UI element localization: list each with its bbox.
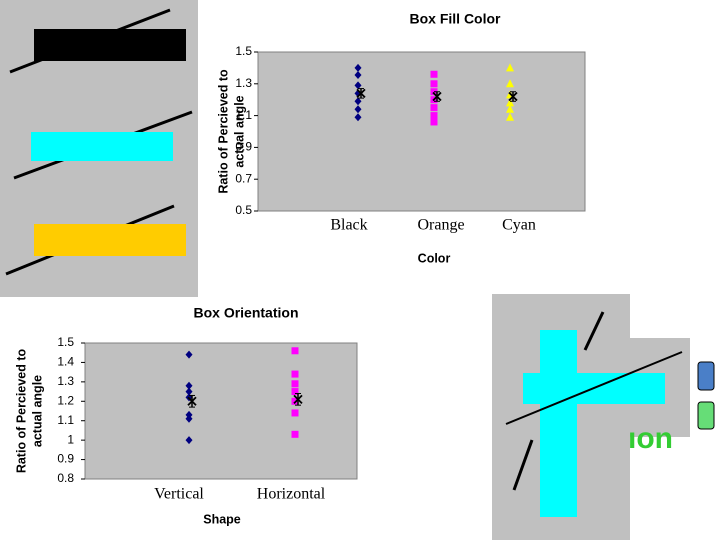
data-point: [291, 380, 299, 388]
data-point: [354, 81, 362, 90]
mean-marker: [187, 396, 197, 406]
y-tick-label: 1.1: [57, 413, 74, 427]
x-tick-label: Horizontal: [257, 486, 326, 503]
data-point: [291, 430, 299, 438]
x-tick-label: Orange: [417, 217, 464, 234]
y-tick-label: 0.9: [235, 140, 252, 154]
data-point: [506, 112, 514, 121]
x-axis-label: Color: [418, 251, 451, 265]
x-tick-label: Black: [330, 217, 367, 234]
mean-marker: [432, 91, 442, 102]
data-point: [430, 118, 438, 126]
y-axis-label: actual angle: [232, 95, 246, 167]
y-axis-label: Ratio of Percieved to: [14, 348, 28, 473]
data-point: [185, 381, 193, 390]
y-tick-label: 1.1: [235, 108, 252, 122]
data-point: [185, 414, 193, 423]
chart-title: Box Orientation: [193, 305, 298, 321]
data-point: [291, 347, 299, 355]
data-point: [354, 105, 362, 114]
decor-box: [31, 132, 173, 161]
decor-fragment: ıon: [628, 422, 673, 455]
mean-marker: [293, 394, 303, 404]
y-tick-label: 1.5: [57, 335, 74, 349]
decor-box: [34, 224, 186, 256]
data-point: [354, 63, 362, 72]
chart-title: Box Fill Color: [410, 11, 502, 27]
data-point: [506, 63, 514, 72]
decor-line: [583, 311, 605, 351]
x-tick-label: Vertical: [154, 486, 204, 503]
data-point: [430, 80, 438, 88]
plot-area: [84, 342, 358, 480]
data-point: [354, 113, 362, 122]
decor-icon: [697, 361, 715, 391]
data-point: [185, 350, 193, 359]
data-point: [291, 370, 299, 378]
data-point: [430, 112, 438, 120]
decor-line: [505, 351, 683, 425]
y-axis-label: Ratio of Percieved to: [216, 69, 230, 194]
decor-icon: [697, 401, 715, 430]
decor-box: [540, 330, 577, 517]
data-point: [430, 70, 438, 78]
data-point: [506, 104, 514, 113]
y-tick-label: 0.5: [235, 203, 252, 217]
mean-marker: [508, 91, 518, 102]
y-tick-label: 0.8: [57, 471, 74, 485]
data-point: [291, 409, 299, 417]
y-tick-label: 1.4: [57, 355, 74, 369]
data-point: [506, 98, 514, 107]
data-point: [430, 104, 438, 112]
mean-marker: [356, 88, 366, 98]
data-point: [185, 387, 193, 396]
data-point: [506, 79, 514, 88]
y-axis-label: actual angle: [30, 375, 44, 447]
y-tick-label: 1.5: [235, 44, 252, 58]
x-axis-label: Shape: [203, 512, 241, 526]
x-tick-label: Cyan: [502, 217, 536, 234]
decor-line: [512, 439, 534, 491]
y-tick-label: 0.7: [235, 171, 252, 185]
y-tick-label: 1: [67, 432, 74, 446]
y-tick-label: 1.3: [57, 374, 74, 388]
data-point: [354, 97, 362, 106]
data-point: [185, 436, 193, 445]
y-tick-label: 0.9: [57, 452, 74, 466]
y-tick-label: 1.2: [57, 393, 74, 407]
data-point: [354, 71, 362, 80]
data-point: [291, 388, 299, 396]
plot-area: [257, 51, 586, 212]
decor-box: [34, 29, 186, 61]
y-tick-label: 1.3: [235, 76, 252, 90]
